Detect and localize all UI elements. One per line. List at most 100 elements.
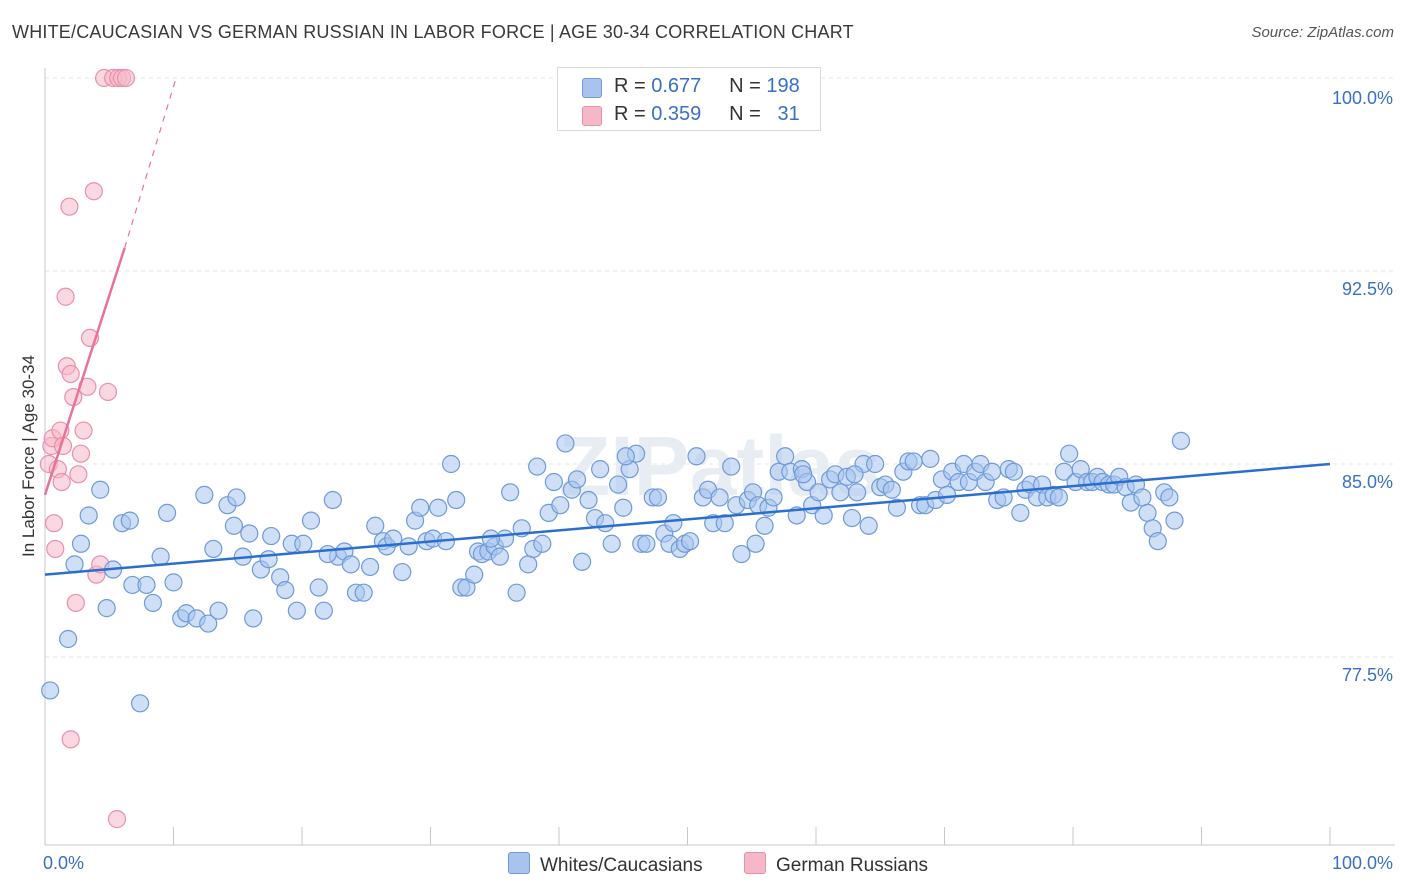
x-tick-label-min: 0.0%: [43, 853, 84, 873]
white-caucasian-point-103: [680, 532, 700, 551]
white-caucasian-point-104: [687, 447, 706, 466]
white-caucasian-point-187: [1148, 532, 1167, 551]
whites-trend-line: [44, 462, 1331, 576]
white-caucasian-point-132: [842, 508, 862, 528]
white-caucasian-point-14: [151, 547, 170, 566]
white-caucasian-point-194: [616, 447, 635, 466]
german-russian-point-3: [44, 514, 64, 533]
white-caucasian-point-3: [71, 534, 91, 553]
white-caucasian-point-171: [1060, 444, 1079, 463]
white-caucasian-point-130: [831, 483, 850, 502]
white-caucasian-point-185: [1138, 503, 1157, 522]
white-caucasian-point-9: [120, 511, 139, 530]
white-caucasian-point-193: [794, 465, 813, 484]
german-russian-point-7: [52, 472, 71, 492]
white-caucasian-point-108: [710, 488, 729, 507]
white-caucasian-point-112: [732, 544, 751, 564]
german-russian-point-4: [46, 539, 65, 559]
white-caucasian-point-16: [164, 573, 183, 592]
white-caucasian-point-51: [384, 529, 403, 548]
white-caucasian-point-38: [301, 511, 321, 530]
german-russian-point-12: [61, 364, 80, 384]
r-value-german-russians: 0.359: [651, 103, 702, 125]
white-caucasian-point-36: [287, 601, 306, 620]
white-caucasian-point-95: [637, 534, 656, 553]
german-russian-point-15: [69, 465, 88, 484]
white-caucasian-point-189: [1160, 488, 1179, 507]
white-caucasian-point-197: [318, 544, 337, 564]
bottom-legend-whites: Whites/Caucasians: [508, 852, 703, 877]
white-caucasian-point-71: [501, 483, 520, 502]
white-caucasian-point-25: [224, 516, 243, 535]
white-caucasian-point-88: [596, 514, 615, 533]
white-caucasian-point-89: [602, 534, 621, 553]
white-caucasian-point-61: [447, 490, 466, 510]
bottom-legend-german-russians: German Russians: [744, 852, 928, 877]
whites-legend-swatch: [508, 852, 530, 874]
white-caucasian-point-20: [195, 485, 214, 504]
white-caucasian-point-139: [882, 480, 901, 499]
n-label: N =: [729, 75, 761, 97]
grid-lines: [45, 77, 1395, 658]
white-caucasian-point-60: [441, 454, 461, 474]
white-caucasian-point-37: [294, 534, 313, 553]
r-label: R =: [614, 103, 646, 125]
white-caucasian-point-23: [209, 601, 228, 620]
white-caucasian-point-26: [227, 488, 246, 507]
white-caucasian-point-11: [130, 694, 150, 713]
white-caucasian-point-120: [776, 447, 795, 466]
white-caucasian-point-6: [97, 599, 116, 618]
german-russian-point-11: [60, 197, 79, 216]
source-label: Source: ZipAtlas.com: [1251, 24, 1394, 41]
white-caucasian-point-110: [722, 457, 741, 476]
y-tick-label-0: 100.0%: [1332, 88, 1393, 108]
white-caucasian-point-28: [240, 524, 259, 543]
n-value-german-russians: 31: [777, 103, 800, 125]
german-russians-trend-extension: [124, 77, 177, 249]
white-caucasian-point-81: [556, 434, 575, 453]
white-caucasian-point-74: [519, 555, 538, 574]
german-russian-point-30: [107, 810, 127, 829]
white-caucasian-point-116: [755, 516, 774, 535]
white-caucasian-point-126: [809, 483, 828, 502]
white-caucasian-point-83: [567, 470, 587, 489]
y-tick-label-2: 85.0%: [1342, 472, 1393, 492]
y-tick-label-1: 92.5%: [1342, 279, 1393, 299]
german-russian-point-17: [74, 421, 93, 440]
white-caucasian-point-190: [1165, 511, 1184, 530]
german-russian-points: [39, 68, 136, 829]
white-caucasian-point-133: [848, 483, 867, 502]
german-russian-point-20: [84, 182, 103, 201]
white-caucasian-point-162: [1011, 503, 1030, 522]
german-russian-point-24: [98, 382, 118, 402]
white-caucasian-point-136: [866, 454, 885, 474]
whites-swatch: [582, 78, 602, 98]
white-caucasian-point-22: [204, 539, 223, 559]
n-label: N =: [729, 103, 761, 125]
r-value-whites: 0.677: [651, 75, 702, 97]
white-caucasian-point-79: [544, 472, 563, 492]
german-russian-point-14: [66, 593, 85, 613]
white-caucasian-point-4: [79, 506, 98, 525]
white-caucasian-point-100: [664, 514, 683, 533]
white-caucasian-point-39: [309, 578, 328, 597]
y-tick-label-3: 77.5%: [1342, 665, 1393, 685]
white-caucasian-point-135: [859, 516, 878, 535]
white-caucasian-point-0: [41, 681, 60, 700]
german-russian-point-28: [116, 68, 136, 88]
german-russians-swatch: [582, 106, 602, 126]
white-caucasian-point-127: [814, 506, 833, 525]
white-caucasian-point-15: [157, 503, 177, 522]
x-tick-label-max: 100.0%: [1332, 853, 1393, 873]
white-caucasian-point-13: [143, 593, 163, 613]
axis-labels: 100.0% 92.5% 85.0% 77.5% 0.0% 100.0% In Labor …: [19, 88, 1393, 873]
white-caucasian-point-46: [354, 583, 373, 602]
white-caucasian-point-69: [490, 547, 509, 566]
white-caucasian-point-5: [91, 480, 110, 499]
white-caucasian-point-44: [341, 555, 360, 574]
white-caucasian-point-32: [262, 526, 281, 546]
white-caucasian-point-58: [429, 498, 448, 517]
chart-title: WHITE/CAUCASIAN VS GERMAN RUSSIAN IN LAB…: [12, 22, 854, 42]
german-russians-legend-swatch: [744, 852, 766, 874]
